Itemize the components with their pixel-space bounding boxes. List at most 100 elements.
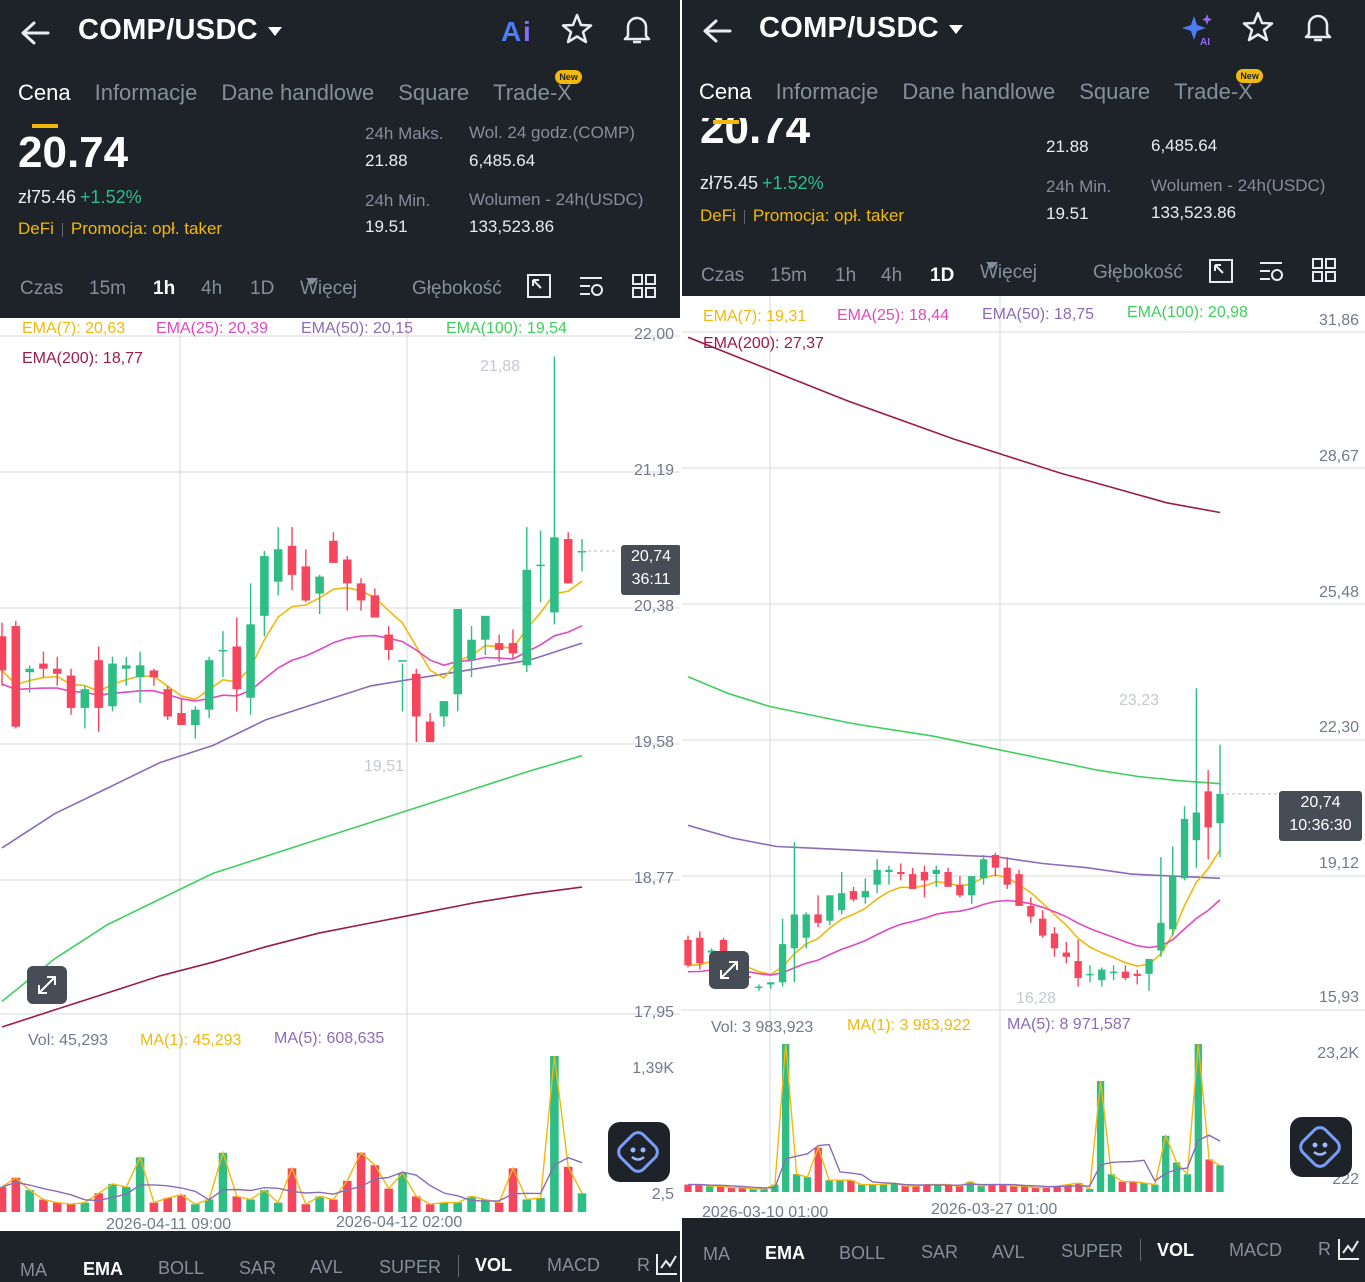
current-price-tag[interactable]: 20,74 10:36:30 <box>1279 791 1362 841</box>
tag-defi[interactable]: DeFi <box>700 206 736 225</box>
volume-bar <box>934 1184 942 1192</box>
candle-body <box>177 713 186 726</box>
chart-type-icon[interactable] <box>1336 1236 1362 1262</box>
back-arrow-icon[interactable] <box>700 16 734 46</box>
candle-body <box>577 550 587 553</box>
indicator-macd[interactable]: MACD <box>547 1255 600 1275</box>
ema200-line <box>687 336 1221 514</box>
timeframe-15m[interactable]: 15m <box>770 265 807 286</box>
tab-cena[interactable]: Cena <box>699 79 752 104</box>
volume-bar <box>738 1187 746 1192</box>
indicator-sar[interactable]: SAR <box>921 1242 959 1262</box>
indicator-avl[interactable]: AVL <box>992 1242 1025 1262</box>
bell-icon[interactable] <box>620 12 654 46</box>
volume-bar <box>149 1202 159 1212</box>
timeframe-depth[interactable]: Głębokość <box>412 278 502 299</box>
layout-grid-icon[interactable] <box>1310 256 1338 284</box>
chart-type-icon[interactable] <box>654 1251 680 1277</box>
volume-bar <box>177 1194 186 1212</box>
candlestick-chart[interactable] <box>682 296 1365 1218</box>
ema200-legend: EMA(200): 27,37 <box>703 335 824 352</box>
indicator-ema[interactable]: EMA <box>83 1259 123 1279</box>
indicator-boll[interactable]: BOLL <box>839 1243 886 1263</box>
indicator-super[interactable]: SUPER <box>1061 1241 1124 1261</box>
chart-area[interactable]: EMA(7): 20,63 EMA(25): 20,39 EMA(50): 20… <box>0 318 680 1233</box>
time-axis-label: 2026-04-12 02:00 <box>336 1214 463 1231</box>
ai-sparkle-icon[interactable]: AI <box>1180 12 1216 46</box>
timeframe-1h[interactable]: 1h <box>835 265 857 286</box>
timeframe-4h[interactable]: 4h <box>201 278 223 299</box>
tab-square[interactable]: Square <box>1079 79 1151 104</box>
expand-chart-button[interactable] <box>27 966 67 1004</box>
layout-grid-icon[interactable] <box>630 272 658 300</box>
tag-defi[interactable]: DeFi <box>18 219 54 238</box>
price-axis-label: 31,86 <box>1318 312 1359 329</box>
timeframe-1d[interactable]: 1D <box>250 278 275 299</box>
indicator-boll[interactable]: BOLL <box>158 1258 205 1278</box>
volume-bar <box>977 1186 985 1192</box>
tab-dane-handlowe[interactable]: Dane handlowe <box>902 79 1056 104</box>
volume-bar <box>218 1152 228 1212</box>
timeframe-4h[interactable]: 4h <box>881 265 903 286</box>
price-axis-label: 28,67 <box>1318 448 1359 465</box>
indicator-rsi[interactable]: R <box>1318 1239 1331 1259</box>
back-arrow-icon[interactable] <box>18 18 52 48</box>
volume-bar <box>1183 1174 1192 1192</box>
indicator-rsi[interactable]: R <box>637 1255 650 1275</box>
volume-bar <box>1172 1162 1181 1192</box>
fullscreen-chart-icon[interactable] <box>525 272 553 300</box>
star-icon[interactable] <box>1241 10 1275 44</box>
volume-bar <box>508 1168 518 1212</box>
tab-cena[interactable]: Cena <box>18 80 71 105</box>
ema100-line <box>687 676 1221 785</box>
tab-dane-handlowe[interactable]: Dane handlowe <box>221 80 375 105</box>
volume-bar <box>890 1183 898 1192</box>
volume-bar <box>727 1187 736 1192</box>
indicator-vol[interactable]: VOL <box>1157 1240 1195 1260</box>
indicator-ma[interactable]: MA <box>20 1260 47 1280</box>
timeframe-1d[interactable]: 1D <box>930 265 955 286</box>
tag-promo[interactable]: Promocja: opł. taker <box>752 206 905 225</box>
tab-trade-x[interactable]: Trade-X New <box>1174 69 1263 105</box>
volume-bar <box>1075 1183 1083 1192</box>
chart-area[interactable]: EMA(7): 19,31 EMA(25): 18,44 EMA(50): 18… <box>682 296 1365 1221</box>
tab-informacje[interactable]: Informacje <box>775 79 879 104</box>
indicator-macd[interactable]: MACD <box>1229 1240 1282 1260</box>
price-change: +1.52% <box>762 173 824 193</box>
indicator-avl[interactable]: AVL <box>310 1257 343 1277</box>
candle-body <box>287 545 297 575</box>
volume-bar <box>550 1056 559 1212</box>
tab-square[interactable]: Square <box>398 80 470 105</box>
volume-bar <box>494 1202 504 1212</box>
pair-selector[interactable]: COMP/USDC <box>759 12 963 45</box>
candlestick-chart[interactable] <box>0 318 680 1228</box>
indicator-ema[interactable]: EMA <box>765 1243 805 1263</box>
candle-body <box>398 660 407 662</box>
timeframe-15m[interactable]: 15m <box>89 278 126 299</box>
tab-informacje[interactable]: Informacje <box>94 80 198 105</box>
ai-assistant-button[interactable] <box>1290 1117 1352 1177</box>
tab-trade-x[interactable]: Trade-X New <box>493 70 582 106</box>
expand-chart-button[interactable] <box>709 951 749 989</box>
indicator-sar[interactable]: SAR <box>239 1258 277 1278</box>
pair-selector[interactable]: COMP/USDC <box>78 14 282 47</box>
timeframe-depth[interactable]: Głębokość <box>1093 262 1183 283</box>
ai-assistant-button[interactable] <box>608 1122 670 1182</box>
volume-bar <box>329 1199 338 1212</box>
indicator-settings-icon[interactable] <box>1257 257 1285 285</box>
current-price-tag[interactable]: 20,74 36:11 <box>621 545 680 595</box>
candle-body <box>1039 918 1047 936</box>
timeframe-1h[interactable]: 1h <box>153 278 176 299</box>
tag-promo[interactable]: Promocja: opł. taker <box>70 219 223 238</box>
volume-bar <box>782 1044 790 1192</box>
bell-icon[interactable] <box>1301 10 1335 44</box>
indicator-vol[interactable]: VOL <box>475 1255 513 1275</box>
svg-text:AI: AI <box>1200 37 1210 46</box>
indicator-settings-icon[interactable] <box>577 272 605 300</box>
fullscreen-chart-icon[interactable] <box>1207 257 1235 285</box>
star-icon[interactable] <box>560 12 594 46</box>
indicator-super[interactable]: SUPER <box>379 1257 442 1277</box>
indicator-ma[interactable]: MA <box>703 1244 730 1264</box>
volume-bar <box>398 1173 407 1212</box>
